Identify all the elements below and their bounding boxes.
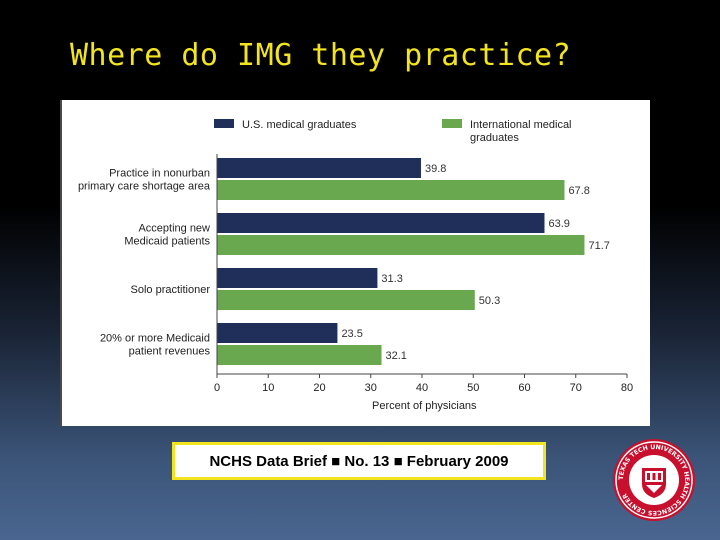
seal-shield-icon bbox=[642, 468, 666, 498]
bar-value-label-1-0: 63.9 bbox=[548, 218, 569, 230]
bar-0-0 bbox=[217, 158, 421, 178]
x-tick-label-6-line: 60 bbox=[518, 382, 530, 394]
x-tick-label-0-line: 0 bbox=[214, 382, 220, 394]
bar-chart: U.S. medical graduates International medi… bbox=[78, 119, 633, 412]
university-seal-icon: TEXAS TECH UNIVERSITY HEALTH SCIENCES CE… bbox=[613, 439, 695, 521]
category-label-3: 20% or more Medicaid patient revenues bbox=[100, 333, 211, 358]
legend-label-1-line: International medical bbox=[470, 119, 572, 131]
category-label-0: Practice in nonurban primary care shortag… bbox=[78, 168, 211, 193]
source-caption: NCHS Data Brief ■ No. 13 ■ February 2009 bbox=[172, 442, 546, 480]
bar-3-1 bbox=[217, 345, 382, 365]
bar-2-1 bbox=[217, 290, 475, 310]
bar-value-label-0-1-line: 67.8 bbox=[568, 185, 589, 197]
legend-swatch-1 bbox=[442, 119, 462, 128]
x-tick-label-1: 10 bbox=[262, 382, 274, 394]
bar-value-label-2-0: 31.3 bbox=[381, 273, 402, 285]
bar-value-label-2-1: 50.3 bbox=[479, 295, 500, 307]
legend-label-1-line: graduates bbox=[470, 132, 519, 144]
x-axis-label-line: Percent of physicians bbox=[372, 400, 477, 412]
x-tick-label-0: 0 bbox=[214, 382, 220, 394]
category-label-3-line: 20% or more Medicaid bbox=[100, 333, 210, 345]
x-tick-label-5: 50 bbox=[467, 382, 479, 394]
slide-title: Where do IMG they practice? bbox=[70, 38, 572, 73]
category-label-1-line: Medicaid patients bbox=[124, 236, 210, 248]
x-tick-label-2: 20 bbox=[313, 382, 325, 394]
bar-3-0 bbox=[217, 323, 338, 343]
category-label-0-line: Practice in nonurban bbox=[109, 168, 210, 180]
bar-value-label-2-0-line: 31.3 bbox=[381, 273, 402, 285]
category-label-1: Accepting new Medicaid patients bbox=[124, 223, 210, 248]
x-axis-label: Percent of physicians bbox=[372, 400, 477, 412]
bar-value-label-3-0-line: 23.5 bbox=[341, 328, 362, 340]
bar-2-0 bbox=[217, 268, 378, 288]
bar-1-0 bbox=[217, 213, 545, 233]
category-label-1-line: Accepting new bbox=[138, 223, 210, 235]
x-tick-label-3: 30 bbox=[365, 382, 377, 394]
category-label-0-line: primary care shortage area bbox=[78, 181, 211, 193]
x-tick-label-7-line: 70 bbox=[570, 382, 582, 394]
category-label-2-line: Solo practitioner bbox=[131, 284, 211, 296]
bar-value-label-2-1-line: 50.3 bbox=[479, 295, 500, 307]
x-tick-label-5-line: 50 bbox=[467, 382, 479, 394]
x-tick-label-4-line: 40 bbox=[416, 382, 428, 394]
bar-0-1 bbox=[217, 180, 565, 200]
x-tick-label-3-line: 30 bbox=[365, 382, 377, 394]
x-tick-label-1-line: 10 bbox=[262, 382, 274, 394]
bar-value-label-0-1: 67.8 bbox=[568, 185, 589, 197]
x-tick-label-8-line: 80 bbox=[621, 382, 633, 394]
legend-swatch-0 bbox=[214, 119, 234, 128]
x-tick-label-8: 80 bbox=[621, 382, 633, 394]
x-tick-label-6: 60 bbox=[518, 382, 530, 394]
x-tick-label-4: 40 bbox=[416, 382, 428, 394]
bar-value-label-0-0: 39.8 bbox=[425, 163, 446, 175]
bar-value-label-3-1: 32.1 bbox=[386, 350, 407, 362]
legend-label-0-line: U.S. medical graduates bbox=[242, 119, 357, 131]
category-label-3-line: patient revenues bbox=[129, 346, 211, 358]
legend-label-0: U.S. medical graduates bbox=[242, 119, 357, 131]
bar-value-label-1-0-line: 63.9 bbox=[548, 218, 569, 230]
bar-1-1 bbox=[217, 235, 585, 255]
category-label-2: Solo practitioner bbox=[131, 284, 211, 296]
legend-label-1: International medical graduates bbox=[470, 119, 572, 144]
bar-value-label-0-0-line: 39.8 bbox=[425, 163, 446, 175]
bar-value-label-1-1-line: 71.7 bbox=[588, 240, 609, 252]
bar-value-label-3-1-line: 32.1 bbox=[386, 350, 407, 362]
chart-panel: U.S. medical graduates International medi… bbox=[60, 100, 650, 426]
x-tick-label-2-line: 20 bbox=[313, 382, 325, 394]
source-caption-text: NCHS Data Brief ■ No. 13 ■ February 2009 bbox=[209, 452, 509, 470]
x-tick-label-7: 70 bbox=[570, 382, 582, 394]
bar-value-label-1-1: 71.7 bbox=[588, 240, 609, 252]
bar-value-label-3-0: 23.5 bbox=[341, 328, 362, 340]
